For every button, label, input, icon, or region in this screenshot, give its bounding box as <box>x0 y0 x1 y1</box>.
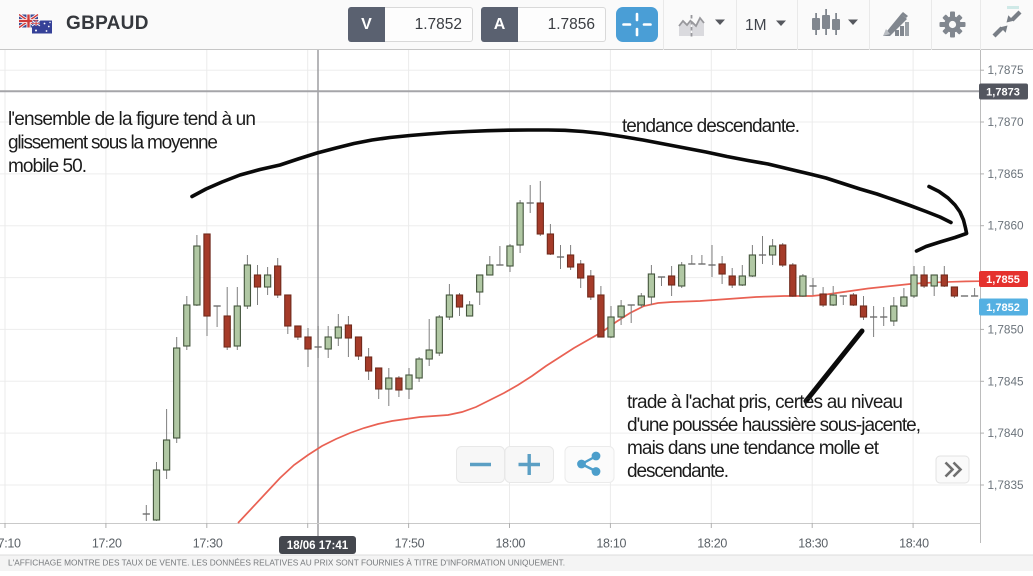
svg-text:tendance descendante.: tendance descendante. <box>622 116 800 137</box>
svg-text:1,7870: 1,7870 <box>988 115 1025 129</box>
svg-text:descendante.: descendante. <box>627 461 729 482</box>
svg-text:18:30: 18:30 <box>798 537 828 551</box>
svg-text:mais dans une tendance molle e: mais dans une tendance molle et <box>627 438 880 459</box>
svg-text:18:20: 18:20 <box>697 537 727 551</box>
svg-text:18/06 17:41: 18/06 17:41 <box>287 540 349 552</box>
svg-text:trade à l'achat pris, certes a: trade à l'achat pris, certes au niveau <box>627 392 903 413</box>
svg-text:d'une poussée haussière sous-j: d'une poussée haussière sous-jacente, <box>627 415 921 436</box>
svg-text:1,7850: 1,7850 <box>988 322 1025 336</box>
svg-text:l'ensemble de la figure tend à: l'ensemble de la figure tend à un <box>8 109 256 130</box>
svg-text:17:50: 17:50 <box>395 537 425 551</box>
svg-text:17:10: 17:10 <box>0 537 21 551</box>
svg-text:1,7865: 1,7865 <box>988 167 1025 181</box>
svg-text:mobile 50.: mobile 50. <box>8 156 87 177</box>
svg-text:1M: 1M <box>745 17 767 34</box>
svg-text:17:30: 17:30 <box>193 537 223 551</box>
svg-text:1,7840: 1,7840 <box>988 426 1025 440</box>
svg-text:1,7835: 1,7835 <box>988 478 1025 492</box>
svg-text:1,7873: 1,7873 <box>986 87 1020 99</box>
svg-text:1,7852: 1,7852 <box>986 302 1020 314</box>
svg-text:L'AFFICHAGE MONTRE DES TAUX DE: L'AFFICHAGE MONTRE DES TAUX DE VENTE. LE… <box>8 558 565 568</box>
svg-text:18:40: 18:40 <box>899 537 929 551</box>
svg-text:1,7845: 1,7845 <box>988 374 1025 388</box>
svg-text:1,7855: 1,7855 <box>986 274 1020 286</box>
svg-text:18:00: 18:00 <box>496 537 526 551</box>
svg-text:1,7860: 1,7860 <box>988 219 1025 233</box>
svg-text:glissement sous la moyenne: glissement sous la moyenne <box>8 133 218 154</box>
svg-text:17:20: 17:20 <box>92 537 122 551</box>
svg-text:1,7875: 1,7875 <box>988 63 1025 77</box>
svg-text:18:10: 18:10 <box>596 537 626 551</box>
